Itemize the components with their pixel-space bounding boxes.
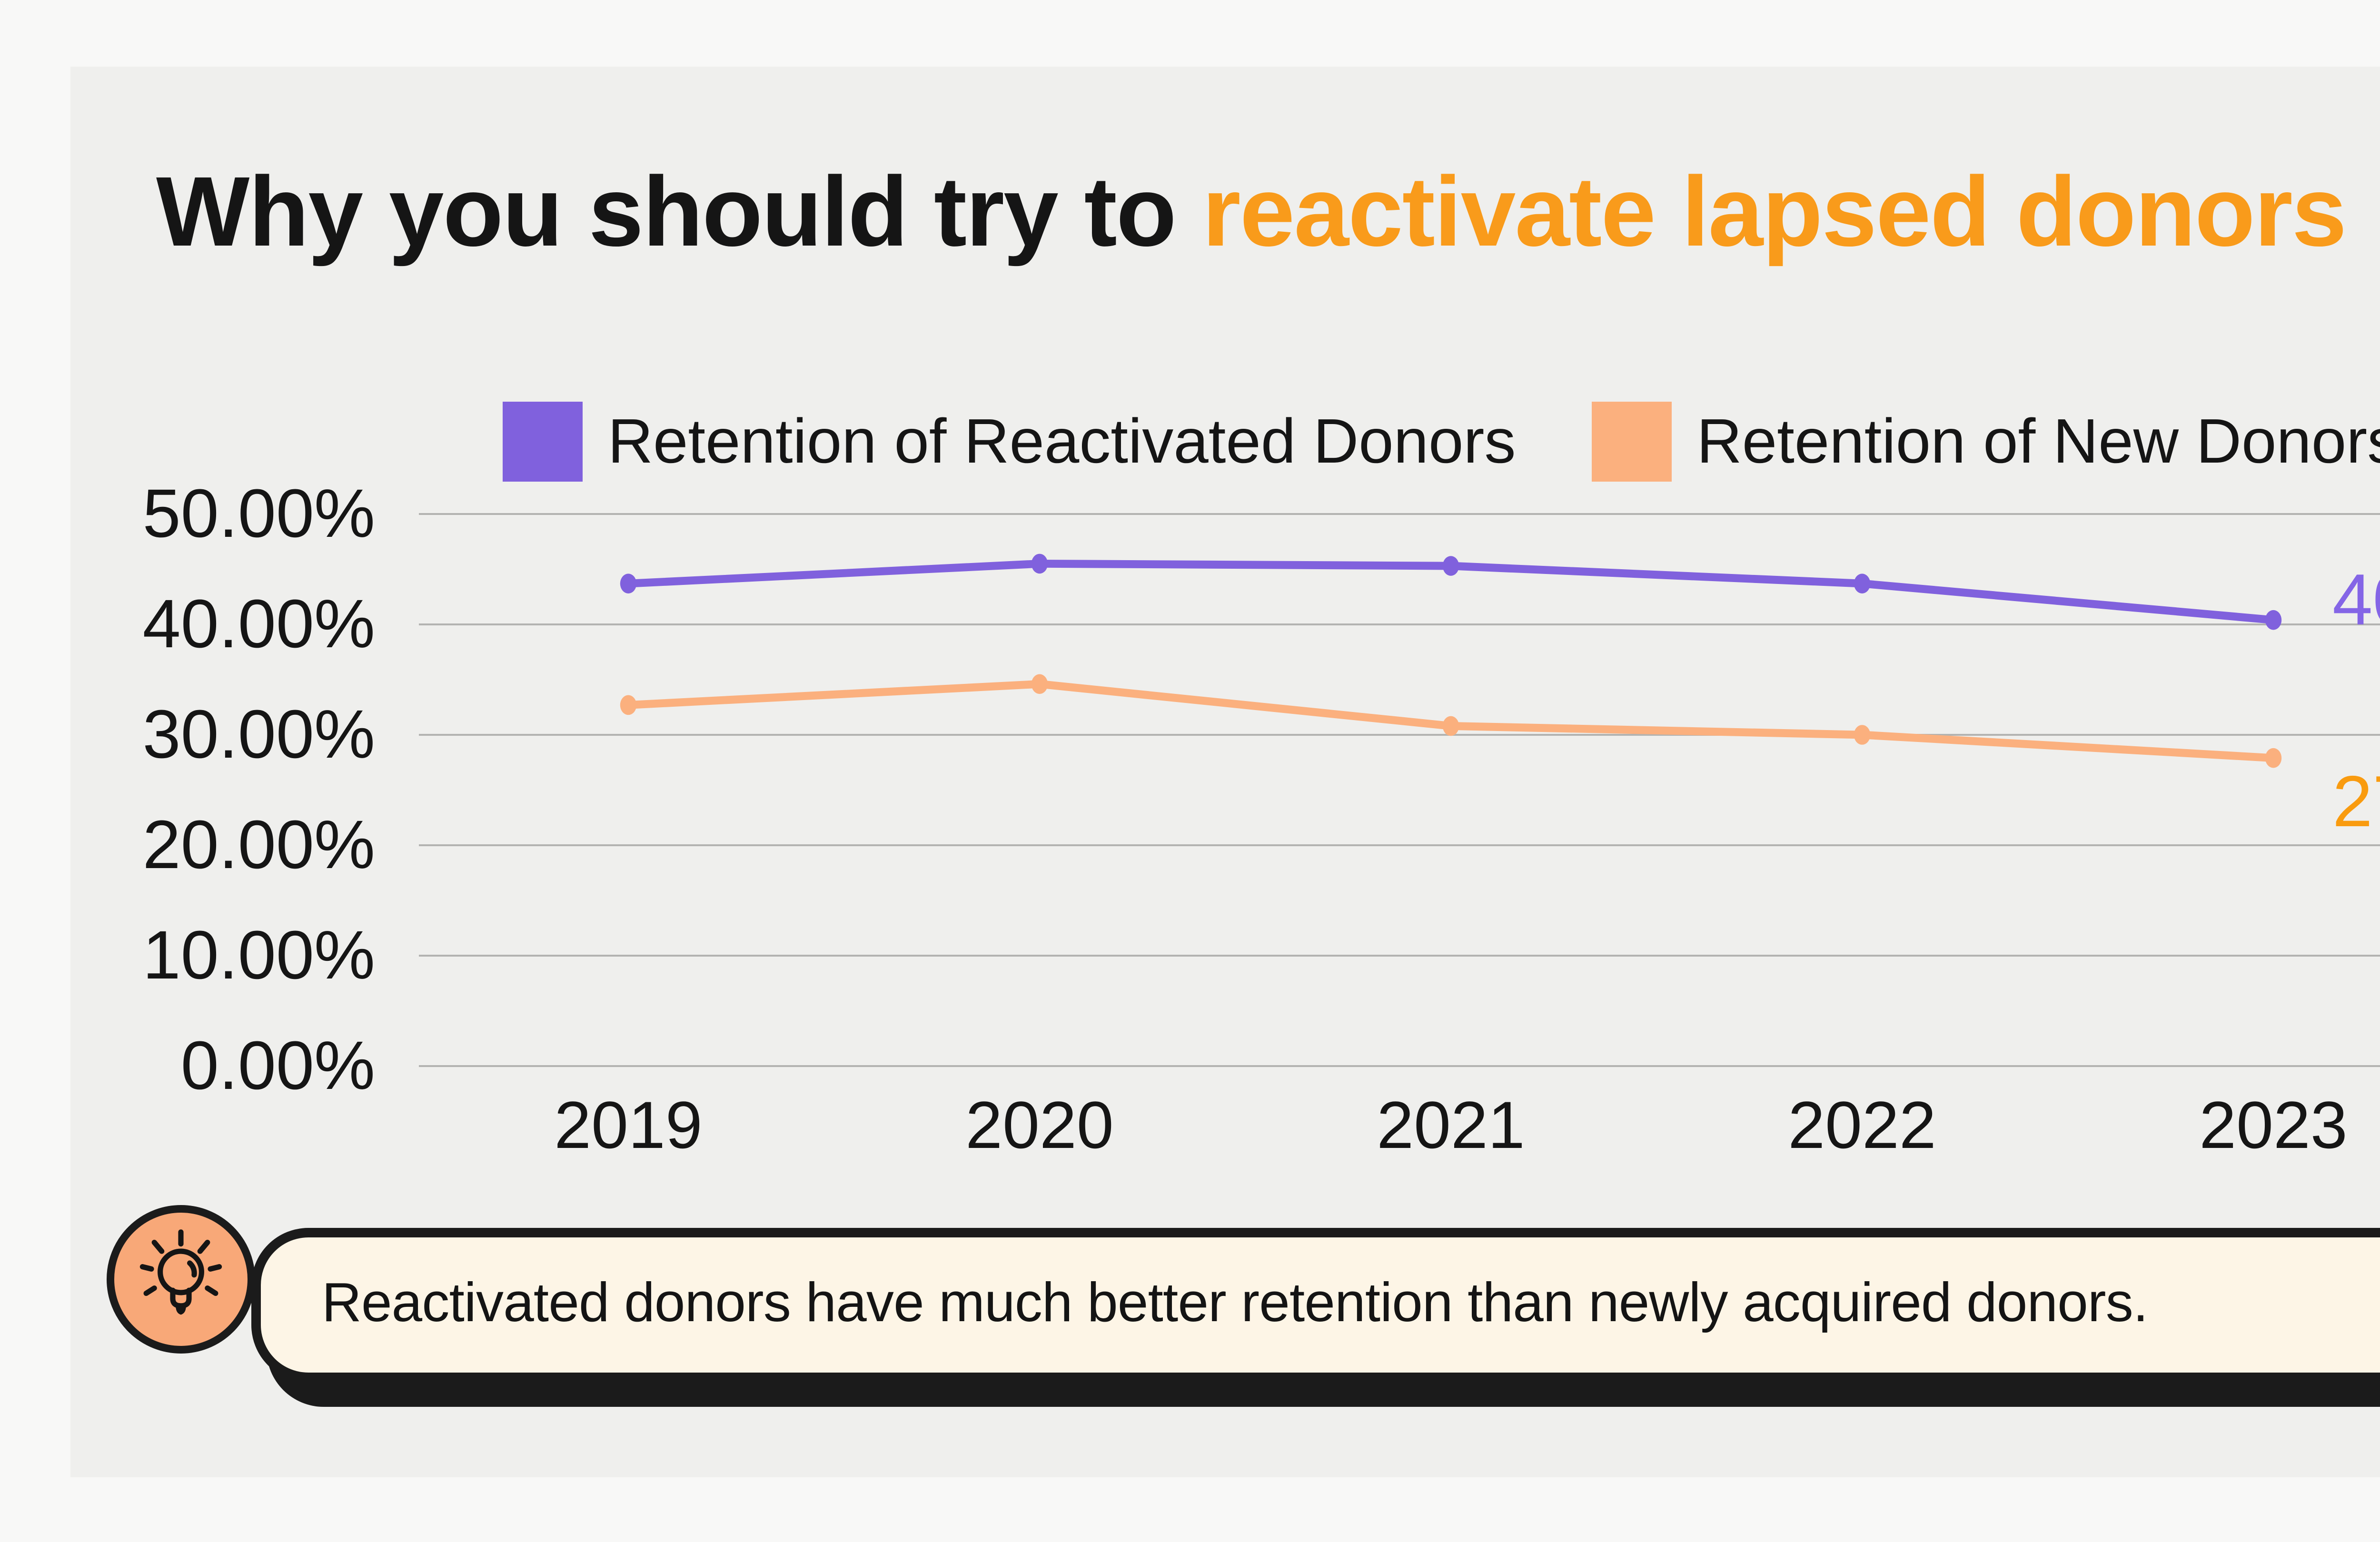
lightbulb-badge <box>107 1205 255 1354</box>
chart-legend: Retention of Reactivated Donors Retention… <box>419 402 2380 482</box>
title-highlight: reactivate lapsed donors <box>1202 158 2347 268</box>
legend-label: Retention of New Donors <box>1696 405 2380 476</box>
legend-swatch <box>503 402 583 482</box>
callout-text: Reactivated donors have much better rete… <box>322 1274 2148 1334</box>
legend-item: Retention of New Donors <box>1592 402 2380 482</box>
legend-swatch <box>1592 402 1672 482</box>
title-text: Why you should try to <box>156 158 1202 268</box>
legend-label: Retention of Reactivated Donors <box>607 405 1516 476</box>
insight-callout: Reactivated donors have much better rete… <box>251 1228 2380 1382</box>
lightbulb-icon <box>139 1229 222 1315</box>
legend-item: Retention of Reactivated Donors <box>503 402 1516 482</box>
page-title: Why you should try to reactivate lapsed … <box>156 158 2347 269</box>
